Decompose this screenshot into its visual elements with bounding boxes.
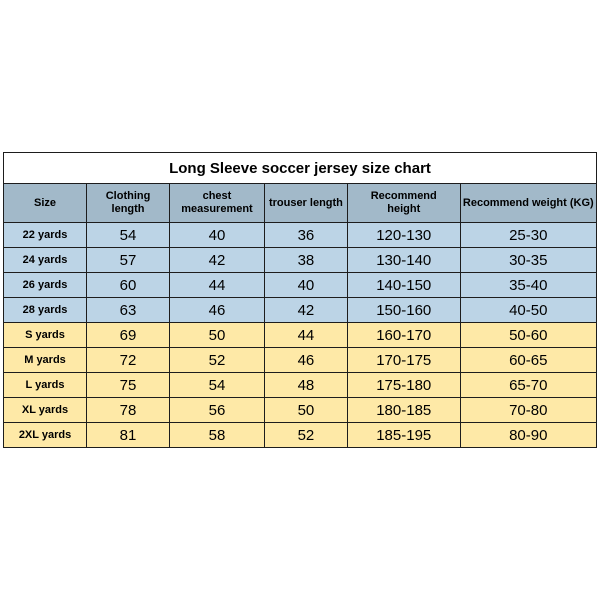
value-cell: 30-35 bbox=[460, 248, 596, 273]
value-cell: 60 bbox=[87, 273, 170, 298]
value-cell: 185-195 bbox=[347, 423, 460, 448]
table-row: S yards695044160-17050-60 bbox=[4, 323, 597, 348]
header-row: SizeClothinglengthchest measurementtrous… bbox=[4, 184, 597, 223]
value-cell: 42 bbox=[170, 248, 265, 273]
value-cell: 50 bbox=[170, 323, 265, 348]
value-cell: 48 bbox=[264, 373, 347, 398]
value-cell: 63 bbox=[87, 298, 170, 323]
value-cell: 56 bbox=[170, 398, 265, 423]
value-cell: 52 bbox=[170, 348, 265, 373]
table-row: M yards725246170-17560-65 bbox=[4, 348, 597, 373]
value-cell: 42 bbox=[264, 298, 347, 323]
size-cell: S yards bbox=[4, 323, 87, 348]
value-cell: 80-90 bbox=[460, 423, 596, 448]
table-row: 28 yards634642150-16040-50 bbox=[4, 298, 597, 323]
size-cell: 24 yards bbox=[4, 248, 87, 273]
value-cell: 70-80 bbox=[460, 398, 596, 423]
table-row: 26 yards604440140-15035-40 bbox=[4, 273, 597, 298]
value-cell: 46 bbox=[170, 298, 265, 323]
col-header-3: trouser length bbox=[264, 184, 347, 223]
value-cell: 50-60 bbox=[460, 323, 596, 348]
value-cell: 40 bbox=[264, 273, 347, 298]
title-row: Long Sleeve soccer jersey size chart bbox=[4, 153, 597, 184]
value-cell: 81 bbox=[87, 423, 170, 448]
col-header-2: chest measurement bbox=[170, 184, 265, 223]
size-chart-container: Long Sleeve soccer jersey size chart Siz… bbox=[3, 152, 597, 448]
value-cell: 60-65 bbox=[460, 348, 596, 373]
value-cell: 40-50 bbox=[460, 298, 596, 323]
table-row: 22 yards544036120-13025-30 bbox=[4, 223, 597, 248]
value-cell: 175-180 bbox=[347, 373, 460, 398]
value-cell: 44 bbox=[264, 323, 347, 348]
value-cell: 25-30 bbox=[460, 223, 596, 248]
value-cell: 44 bbox=[170, 273, 265, 298]
value-cell: 69 bbox=[87, 323, 170, 348]
table-row: 2XL yards815852185-19580-90 bbox=[4, 423, 597, 448]
value-cell: 170-175 bbox=[347, 348, 460, 373]
col-header-0: Size bbox=[4, 184, 87, 223]
table-row: 24 yards574238130-14030-35 bbox=[4, 248, 597, 273]
value-cell: 72 bbox=[87, 348, 170, 373]
value-cell: 65-70 bbox=[460, 373, 596, 398]
size-cell: L yards bbox=[4, 373, 87, 398]
value-cell: 58 bbox=[170, 423, 265, 448]
table-title: Long Sleeve soccer jersey size chart bbox=[4, 153, 597, 184]
value-cell: 160-170 bbox=[347, 323, 460, 348]
value-cell: 150-160 bbox=[347, 298, 460, 323]
value-cell: 57 bbox=[87, 248, 170, 273]
value-cell: 40 bbox=[170, 223, 265, 248]
value-cell: 36 bbox=[264, 223, 347, 248]
size-cell: 22 yards bbox=[4, 223, 87, 248]
page: Long Sleeve soccer jersey size chart Siz… bbox=[0, 0, 600, 600]
value-cell: 54 bbox=[87, 223, 170, 248]
value-cell: 46 bbox=[264, 348, 347, 373]
value-cell: 75 bbox=[87, 373, 170, 398]
table-row: L yards755448175-18065-70 bbox=[4, 373, 597, 398]
size-cell: 28 yards bbox=[4, 298, 87, 323]
value-cell: 50 bbox=[264, 398, 347, 423]
size-cell: 2XL yards bbox=[4, 423, 87, 448]
size-cell: XL yards bbox=[4, 398, 87, 423]
value-cell: 120-130 bbox=[347, 223, 460, 248]
value-cell: 180-185 bbox=[347, 398, 460, 423]
col-header-5: Recommend weight (KG) bbox=[460, 184, 596, 223]
value-cell: 35-40 bbox=[460, 273, 596, 298]
col-header-4: Recommendheight bbox=[347, 184, 460, 223]
value-cell: 140-150 bbox=[347, 273, 460, 298]
value-cell: 38 bbox=[264, 248, 347, 273]
value-cell: 54 bbox=[170, 373, 265, 398]
table-row: XL yards785650180-18570-80 bbox=[4, 398, 597, 423]
size-cell: M yards bbox=[4, 348, 87, 373]
value-cell: 78 bbox=[87, 398, 170, 423]
size-cell: 26 yards bbox=[4, 273, 87, 298]
value-cell: 52 bbox=[264, 423, 347, 448]
size-chart-table: Long Sleeve soccer jersey size chart Siz… bbox=[3, 152, 597, 448]
col-header-1: Clothinglength bbox=[87, 184, 170, 223]
table-body: 22 yards544036120-13025-3024 yards574238… bbox=[4, 223, 597, 448]
value-cell: 130-140 bbox=[347, 248, 460, 273]
